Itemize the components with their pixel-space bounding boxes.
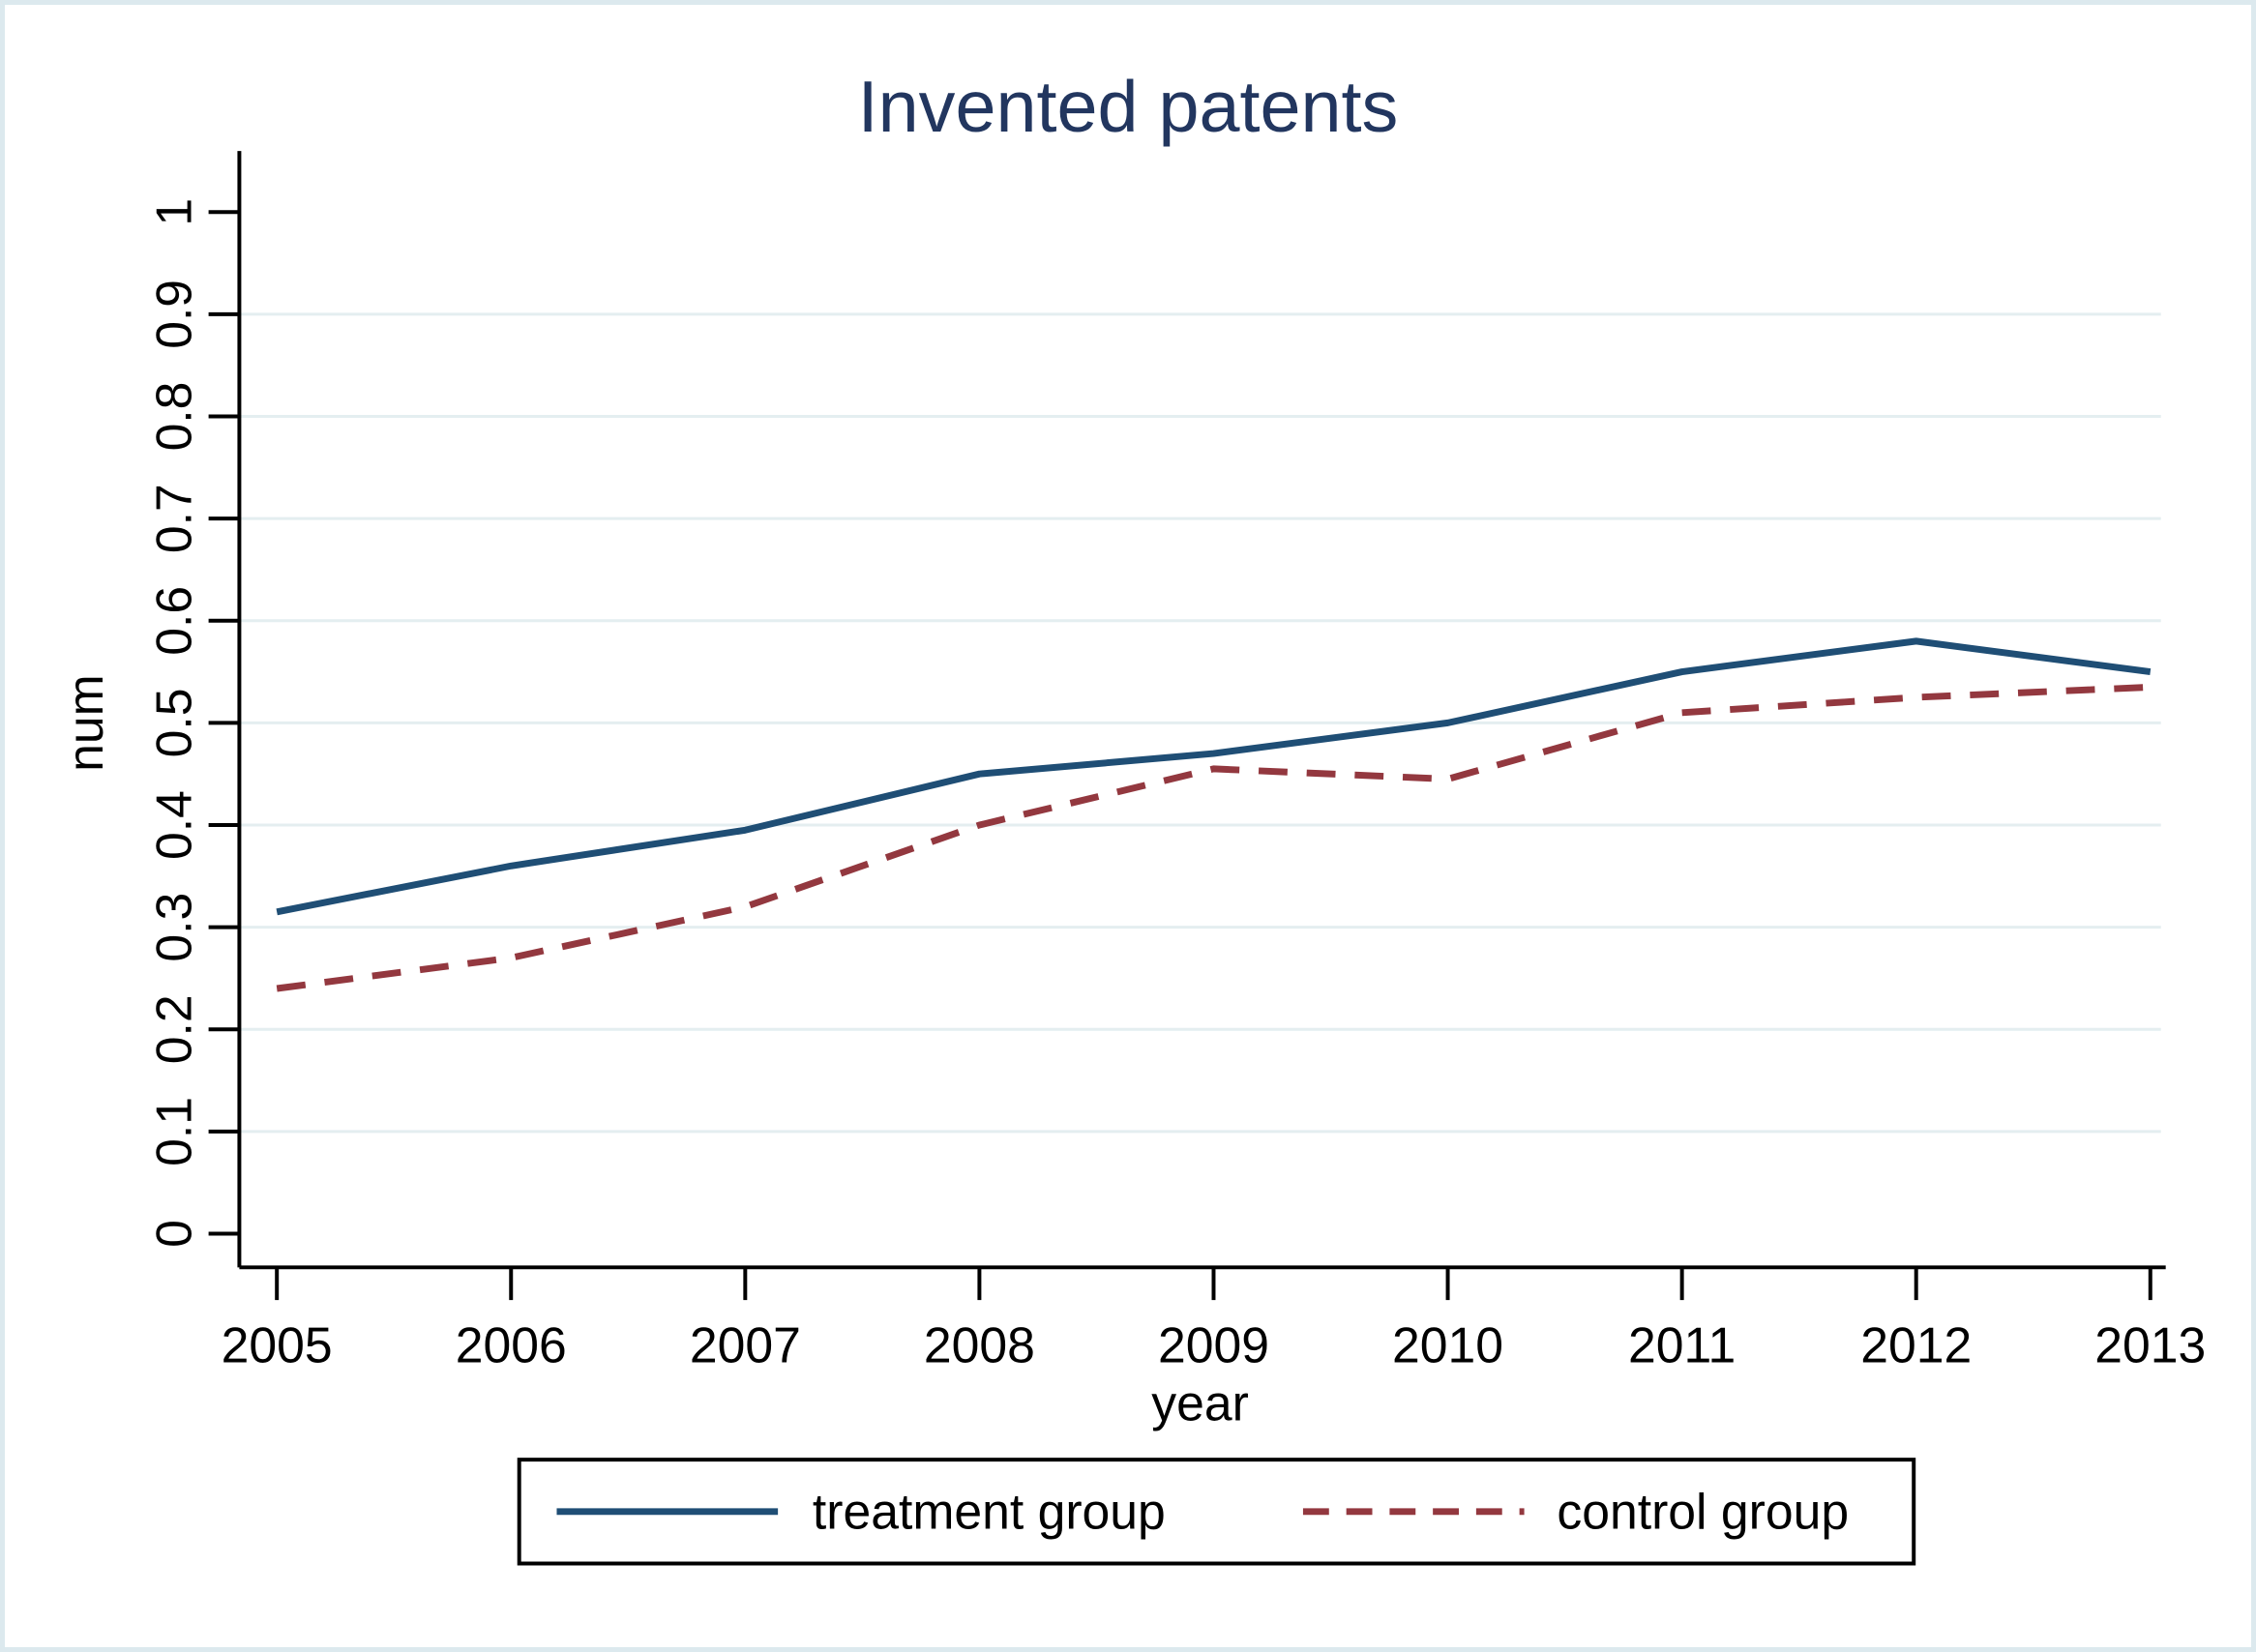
x-tick-label: 2006 <box>456 1317 567 1373</box>
chart-title: Invented patents <box>858 67 1399 148</box>
y-tick-label: 0.3 <box>145 893 201 962</box>
x-tick-label: 2005 <box>222 1317 333 1373</box>
x-axis-ticks <box>275 1267 2152 1301</box>
y-tick-label: 0 <box>145 1220 201 1248</box>
series-line-treatment-group <box>276 637 2152 916</box>
x-tick-label: 2010 <box>1392 1317 1503 1373</box>
y-axis-title: num <box>57 674 113 772</box>
y-tick-label: 0.6 <box>145 586 201 656</box>
y-axis-tick-labels: 0 0.1 0.2 0.3 0.4 0.5 0.6 0.7 0.8 0.9 1 <box>145 198 201 1248</box>
y-tick-label: 0.4 <box>145 790 201 860</box>
x-axis-tick-labels: 2005 2006 2007 2008 2009 2010 2011 2012 2013 <box>222 1317 2207 1373</box>
x-tick-label: 2012 <box>1860 1317 1972 1373</box>
gridlines <box>239 312 2161 1134</box>
axes <box>237 151 2166 1270</box>
y-tick-label: 0.7 <box>145 484 201 553</box>
x-axis-title: year <box>1151 1374 1249 1431</box>
chart-svg: Invented patents 00.10.20.30.40.50.60.70… <box>57 67 2207 1566</box>
data-series <box>276 637 2152 992</box>
x-tick-label: 2011 <box>1628 1317 1736 1373</box>
x-tick-label: 2013 <box>2094 1317 2206 1373</box>
y-tick-label: 1 <box>145 198 201 226</box>
y-tick-label: 0.1 <box>145 1097 201 1166</box>
y-tick-label: 0.2 <box>145 994 201 1064</box>
legend-label-control: control group <box>1557 1484 1849 1540</box>
legend: treatment group control group <box>517 1458 1916 1566</box>
x-tick-label: 2009 <box>1158 1317 1269 1373</box>
x-tick-label: 2008 <box>924 1317 1035 1373</box>
y-tick-label: 0.8 <box>145 382 201 452</box>
series-line-control-group <box>276 683 2151 992</box>
x-tick-label: 2007 <box>690 1317 801 1373</box>
y-tick-label: 0.9 <box>145 280 201 349</box>
y-axis-ticks <box>208 210 240 1236</box>
legend-label-treatment: treatment group <box>813 1484 1166 1540</box>
y-tick-label: 0.5 <box>145 688 201 757</box>
